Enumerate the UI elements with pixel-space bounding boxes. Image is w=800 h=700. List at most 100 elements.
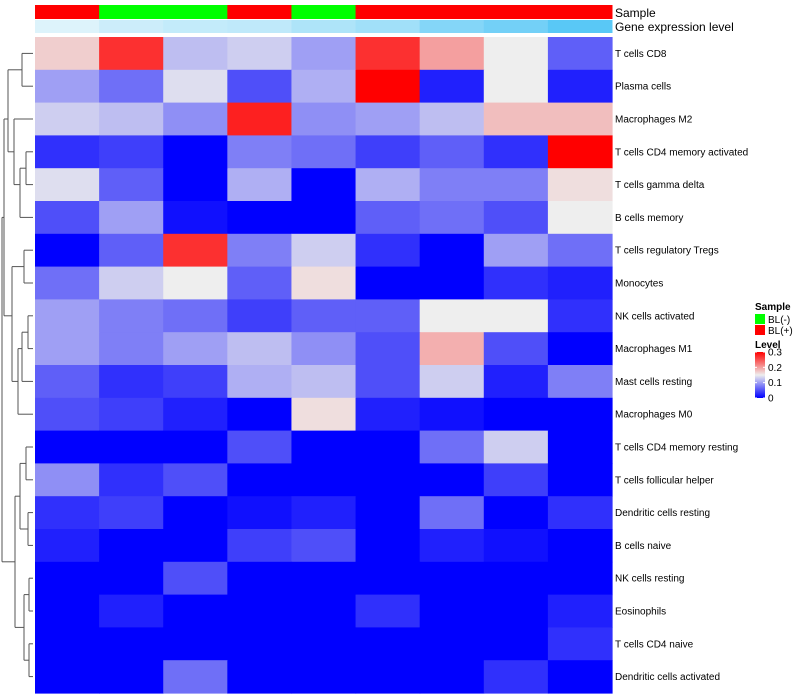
heatmap-cell [291,299,357,333]
heatmap-cell [163,266,228,300]
sample-annotation-cell [99,5,164,19]
row-label: Monocytes [615,279,663,290]
heatmap-cell [35,594,100,628]
heatmap-cell [35,627,100,661]
heatmap-cell [355,660,421,694]
heatmap-cell [419,135,485,169]
heatmap-cell [163,397,228,432]
heatmap-cell [227,266,293,300]
heatmap-cell [227,233,293,268]
heatmap-cell [227,102,293,136]
heatmap-cell [99,102,164,136]
heatmap-cell [99,660,164,694]
gene-annotation-cell [547,20,613,33]
heatmap-cell [547,365,613,399]
heatmap-cell [99,594,164,628]
sample-annotation-cell [163,5,228,19]
heatmap-cell [483,561,549,596]
heatmap-cell [291,529,357,563]
legend-tick-label: 0.2 [768,363,782,374]
heatmap-cell [483,529,549,563]
heatmap-cell [419,233,485,268]
heatmap-cell [35,397,100,432]
heatmap-cell [99,332,164,366]
heatmap-cell [99,37,164,71]
heatmap-cell [483,463,549,497]
heatmap-cell [419,561,485,596]
sample-annotation-cell [483,5,549,19]
heatmap-cell [419,69,485,104]
heatmap-cell [547,266,613,300]
heatmap-cell [163,463,228,497]
heatmap-cell [35,233,100,268]
heatmap-cell [99,69,164,104]
heatmap-cell [227,201,293,235]
heatmap-cell [227,299,293,333]
heatmap-cell [419,529,485,563]
row-label: T cells CD4 memory activated [615,147,748,158]
heatmap-cell [483,496,549,530]
heatmap-cell [547,660,613,694]
legend-swatch [755,314,765,324]
heatmap-cell [227,365,293,399]
heatmap-cell [291,627,357,661]
sample-annotation-cell [355,5,421,19]
heatmap-cell [35,135,100,169]
heatmap-cell [547,102,613,136]
heatmap-cell [483,266,549,300]
heatmap-cell [163,496,228,530]
heatmap-cell [163,529,228,563]
heatmap-cell [483,365,549,399]
heatmap-cell [35,529,100,563]
heatmap-cell [35,496,100,530]
heatmap-cell [483,299,549,333]
row-label: Macrophages M1 [615,344,693,355]
heatmap-cell [547,299,613,333]
heatmap-cell [291,332,357,366]
heatmap-cell [291,594,357,628]
row-label: Dendritic cells resting [615,508,710,519]
heatmap-cell [547,529,613,563]
sample-annotation-cell [419,5,485,19]
heatmap-cell [35,463,100,497]
gene-annotation-cell [99,20,164,33]
heatmap-cell [355,102,421,136]
legend-color-gradient [755,352,765,398]
gene-annotation-cell [163,20,228,33]
heatmap-cell [291,168,357,202]
heatmap-cell [419,627,485,661]
heatmap-cell [99,299,164,333]
heatmap-cell [547,233,613,268]
row-label: NK cells resting [615,574,684,585]
heatmap-cell [419,430,485,464]
heatmap-cell [227,397,293,432]
heatmap-cell [291,69,357,104]
heatmap-cell [291,135,357,169]
row-label: Dendritic cells activated [615,672,720,683]
sample-annotation-cell [35,5,100,19]
heatmap-cell [355,627,421,661]
row-dendrogram [1,52,33,678]
heatmap-cell [99,365,164,399]
heatmap-cell [163,168,228,202]
heatmap-cell [35,561,100,596]
heatmap-cell [291,233,357,268]
legend-sample-title: Sample [755,302,791,313]
heatmap-cell [227,561,293,596]
row-label: Mast cells resting [615,377,692,388]
heatmap-cell [227,168,293,202]
row-label: T cells follicular helper [615,475,714,486]
legend-tick-label: 0.3 [768,348,782,359]
heatmap-cell [355,496,421,530]
heatmap-cell [483,102,549,136]
heatmap-cell [291,430,357,464]
heatmap-cell [35,69,100,104]
heatmap-cell [163,430,228,464]
heatmap-cell [99,233,164,268]
heatmap-cell [483,168,549,202]
heatmap-cell [355,168,421,202]
heatmap-cell [163,299,228,333]
heatmap-cell [419,496,485,530]
heatmap-cell [355,69,421,104]
heatmap-cell [547,561,613,596]
